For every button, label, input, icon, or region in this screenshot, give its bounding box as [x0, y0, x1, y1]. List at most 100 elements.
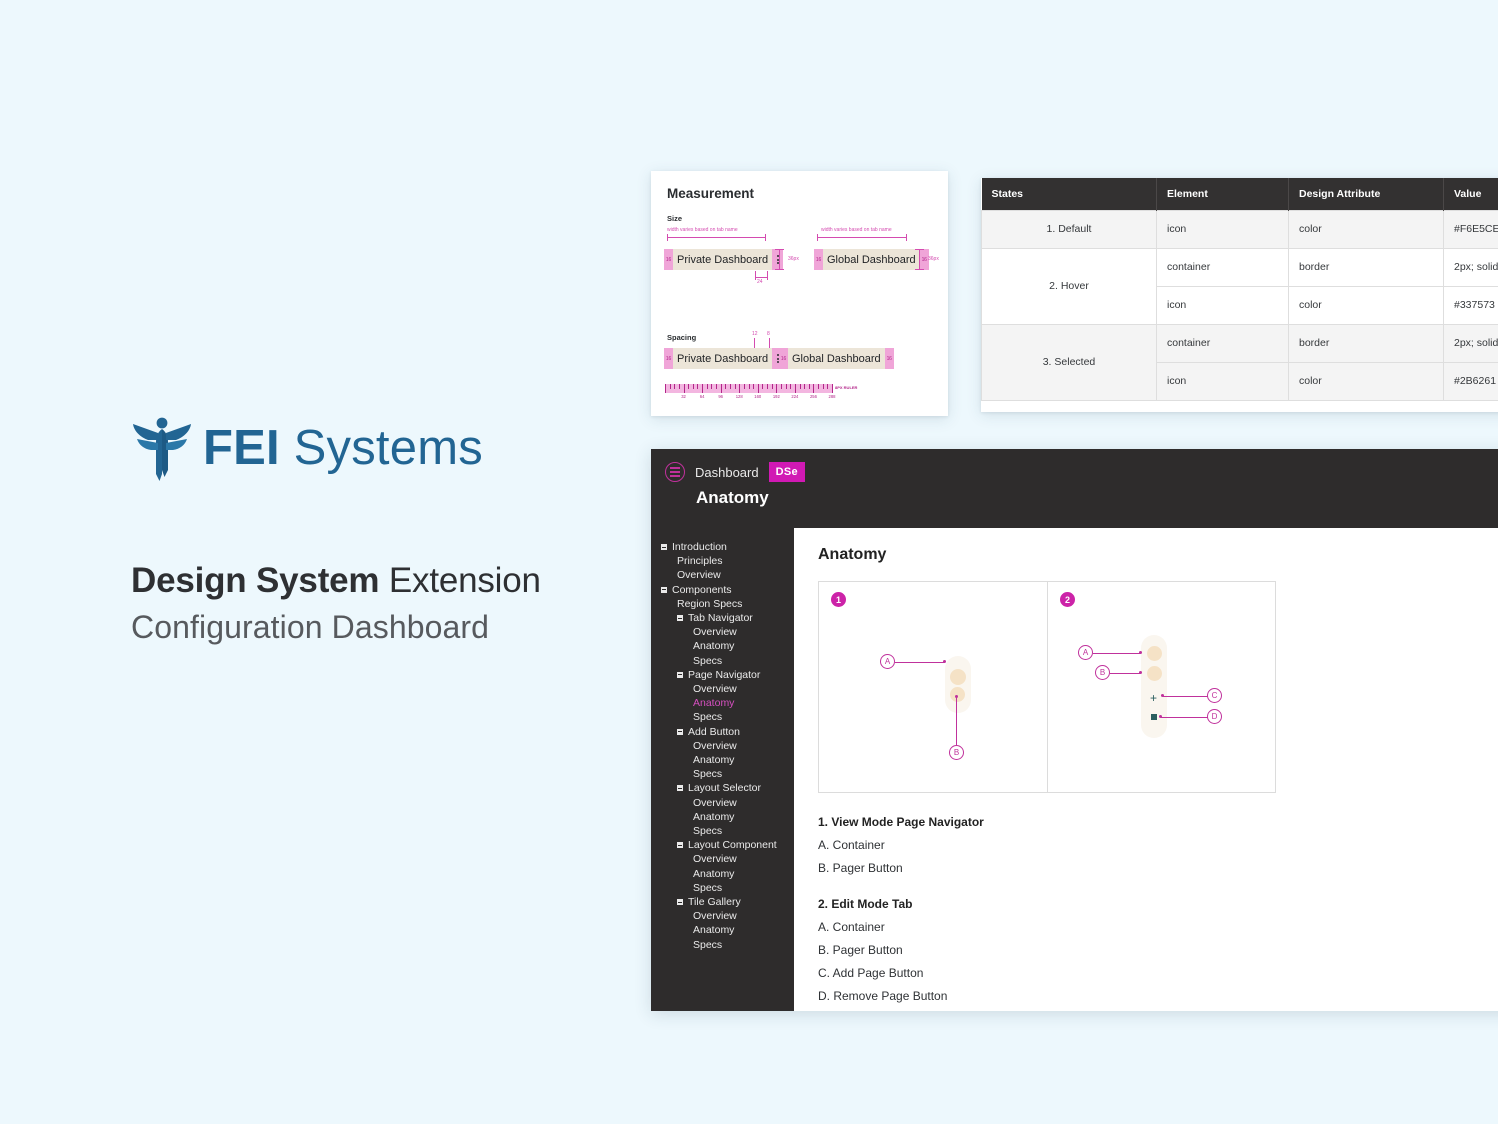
ruler-tick — [725, 384, 727, 389]
expander-icon[interactable] — [661, 586, 667, 593]
sidebar-item-overview[interactable]: Overview — [661, 909, 794, 923]
callout-a: A — [880, 654, 895, 669]
sidebar-item-principles[interactable]: Principles — [661, 554, 794, 568]
callout-d: D — [1207, 709, 1222, 724]
sidebar-item-label: Overview — [693, 853, 737, 866]
sidebar-item-overview[interactable]: Overview — [661, 682, 794, 696]
dashboard-main: Anatomy 1 A B — [794, 528, 1498, 1011]
dashboard-body: Introduction Principles Overview Components… — [651, 528, 1498, 1011]
sidebar-item-region-specs[interactable]: Region Specs — [661, 597, 794, 611]
sidebar-item-anatomy[interactable]: Anatomy — [661, 696, 794, 710]
sidebar-item-specs[interactable]: Specs — [661, 881, 794, 895]
sidebar-item-components[interactable]: Components — [661, 583, 794, 597]
cell-value: #2B6261 — [1443, 361, 1498, 401]
sidebar-item-specs[interactable]: Specs — [661, 938, 794, 952]
sidebar-item-anatomy[interactable]: Anatomy — [661, 753, 794, 767]
table-row: 3. Selected container border 2px; solid; — [981, 323, 1498, 401]
ruler-tick — [790, 384, 792, 389]
cell-value: #F6E5CE — [1443, 209, 1498, 249]
expander-icon[interactable] — [677, 615, 683, 622]
sidebar-item-overview[interactable]: Overview — [661, 739, 794, 753]
sidebar-item-label: Tile Gallery — [688, 896, 741, 909]
col-header-attribute: Design Attribute — [1288, 178, 1444, 210]
ruler-label: 160 — [754, 394, 762, 399]
ruler-tick — [785, 384, 787, 389]
cell-element: icon — [1156, 209, 1289, 249]
sidebar-nav: Introduction Principles Overview Components… — [651, 528, 794, 1011]
panel-number: 2 — [1060, 592, 1075, 607]
sidebar-item-layout-selector[interactable]: Layout Selector — [661, 781, 794, 795]
sidebar-item-label: Overview — [693, 739, 737, 752]
ruler-tick — [702, 384, 704, 393]
ruler-tick — [748, 384, 750, 389]
cell-state: 1. Default — [981, 209, 1157, 249]
sidebar-item-introduction[interactable]: Introduction — [661, 540, 794, 554]
hamburger-menu-icon[interactable] — [665, 462, 685, 482]
sidebar-item-specs[interactable]: Specs — [661, 654, 794, 668]
ruler-tick — [808, 384, 810, 389]
ruler-tick — [716, 384, 718, 389]
sidebar-item-tile-gallery[interactable]: Tile Gallery — [661, 895, 794, 909]
legend-group-2-items: A. Container B. Pager Button C. Add Page B… — [818, 920, 1498, 1003]
sidebar-item-specs[interactable]: Specs — [661, 824, 794, 838]
anatomy-legend: 1. View Mode Page Navigator A. Container… — [818, 815, 1498, 1003]
sidebar-item-anatomy[interactable]: Anatomy — [661, 639, 794, 653]
expander-icon[interactable] — [661, 544, 667, 550]
sidebar-item-label: Principles — [677, 555, 723, 568]
ruler-tick — [762, 384, 764, 389]
cell-state: 2. Hover — [981, 247, 1157, 325]
sidebar-item-anatomy[interactable]: Anatomy — [661, 923, 794, 937]
sidebar-item-specs[interactable]: Specs — [661, 710, 794, 724]
anatomy-panels: 1 A B 2 — [818, 581, 1276, 793]
sidebar-item-overview[interactable]: Overview — [661, 796, 794, 810]
logo-bold: FEI — [203, 421, 280, 475]
sidebar-item-anatomy[interactable]: Anatomy — [661, 810, 794, 824]
height-label-left: 36px — [788, 256, 799, 262]
measurement-title: Measurement — [667, 186, 755, 201]
ruler-label: 224 — [791, 394, 799, 399]
ruler-tick — [706, 384, 708, 389]
dashboard-header: Dashboard DSe Anatomy — [651, 449, 1498, 528]
sidebar-item-page-navigator[interactable]: Page Navigator — [661, 668, 794, 682]
sidebar-item-label: Tab Navigator — [688, 612, 753, 625]
sidebar-item-add-button[interactable]: Add Button — [661, 725, 794, 739]
tab-label-global: Global Dashboard — [823, 249, 920, 270]
sidebar-item-label: Add Button — [688, 725, 740, 738]
ruler-tick — [827, 384, 829, 389]
ruler-label: 128 — [735, 394, 743, 399]
ruler-tick — [776, 384, 778, 393]
dim-line — [667, 237, 766, 238]
expander-icon[interactable] — [677, 785, 683, 792]
pad-left-16: 16 — [814, 249, 823, 270]
kebab-menu-icon — [772, 249, 784, 270]
callout-a: A — [1078, 645, 1093, 660]
anatomy-panel-2: 2 + A B C — [1047, 582, 1275, 792]
sidebar-item-label: Page Navigator — [688, 668, 761, 681]
branding-block: FEI Systems Design System Extension Conf… — [131, 414, 611, 646]
sidebar-item-overview[interactable]: Overview — [661, 568, 794, 582]
ruler-tick — [734, 384, 736, 389]
sidebar-item-overview[interactable]: Overview — [661, 625, 794, 639]
states-table: States Element Design Attribute Value 1.… — [981, 178, 1498, 401]
ruler-tick — [720, 384, 722, 393]
sidebar-item-overview[interactable]: Overview — [661, 852, 794, 866]
sidebar-item-specs[interactable]: Specs — [661, 767, 794, 781]
lead-dot — [1161, 694, 1165, 698]
legend-item: A. Container — [818, 838, 885, 852]
table-row: icon color #337573 — [982, 285, 1498, 325]
expander-icon[interactable] — [677, 671, 683, 678]
expander-icon[interactable] — [677, 899, 683, 906]
sidebar-item-anatomy[interactable]: Anatomy — [661, 867, 794, 881]
expander-icon[interactable] — [677, 728, 683, 735]
breadcrumb[interactable]: Dashboard — [695, 464, 759, 480]
sidebar-item-label: Specs — [693, 881, 723, 894]
legend-item: A. Container — [818, 920, 885, 934]
sidebar-item-layout-component[interactable]: Layout Component — [661, 838, 794, 852]
ruler-tick — [665, 384, 666, 393]
ruler-label: 192 — [772, 394, 780, 399]
spacing-12-label: 12 — [752, 331, 758, 337]
sidebar-item-tab-navigator[interactable]: Tab Navigator — [661, 611, 794, 625]
legend-group-2-title: 2. Edit Mode Tab — [818, 897, 913, 911]
expander-icon[interactable] — [677, 842, 683, 849]
